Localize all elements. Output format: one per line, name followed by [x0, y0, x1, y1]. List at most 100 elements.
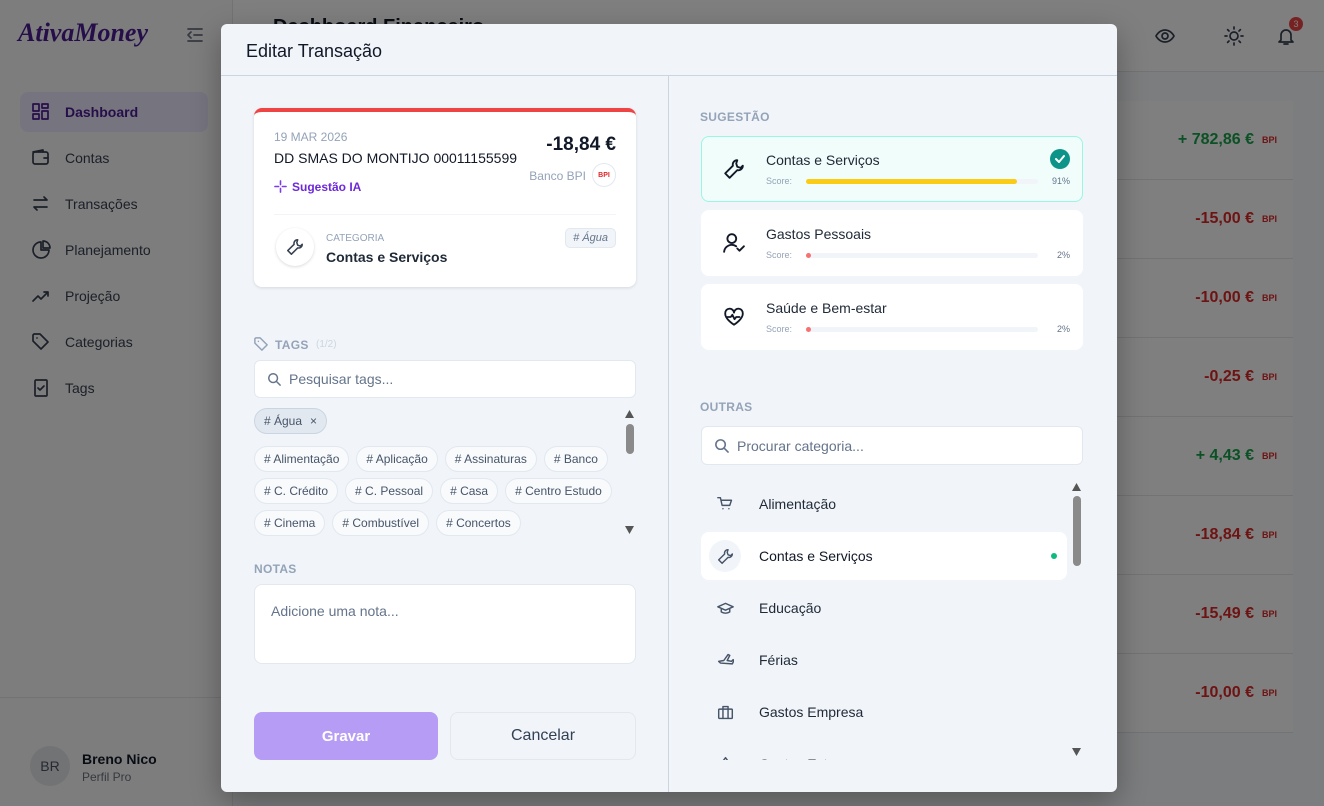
icon — [275, 380, 281, 386]
ai-label: Sugestão IA — [292, 180, 362, 194]
remove-tag[interactable]: × — [310, 414, 318, 428]
icon — [717, 707, 733, 719]
category-item[interactable]: Férias — [701, 636, 1067, 684]
notes-input[interactable]: Adicione uma nota... — [254, 584, 636, 664]
column-divider — [668, 76, 669, 792]
date: 19 MAR 2026 — [274, 130, 348, 144]
tags-search[interactable]: Pesquisar tags... — [254, 360, 636, 398]
tag-scrollbar — [623, 408, 636, 536]
score-track — [806, 253, 1038, 258]
icon — [723, 447, 729, 453]
icon — [721, 756, 729, 760]
suggestion-card[interactable]: Saúde e Bem-estar Score: 2% — [701, 284, 1083, 350]
icon — [1055, 155, 1065, 163]
modal-title: Editar Transação — [246, 41, 383, 61]
notes-title: NOTAS — [254, 562, 297, 576]
icon — [723, 243, 745, 253]
icon — [717, 548, 733, 564]
tag-option[interactable]: # Aplicação — [356, 446, 438, 472]
icon — [716, 496, 732, 509]
notes-placeholder: Adicione uma nota... — [271, 603, 399, 619]
tags-search-placeholder: Pesquisar tags... — [289, 371, 394, 387]
category-item[interactable]: Contas e Serviços — [701, 532, 1067, 580]
icon — [716, 496, 732, 509]
icon — [716, 602, 734, 614]
icon — [1055, 155, 1065, 163]
tags-icon — [254, 337, 268, 351]
suggestions-title: SUGESTÃO — [700, 110, 770, 124]
transaction-card: 19 MAR 2026 DD SMAS DO MONTIJO 000111555… — [254, 108, 636, 287]
tag-option[interactable]: # Banco — [543, 446, 608, 472]
category-search-placeholder: Procurar categoria... — [737, 437, 864, 454]
icon — [625, 526, 634, 534]
selected-dot — [1051, 553, 1057, 559]
icon — [715, 439, 727, 451]
category-list: Alimentação Contas e Serviços Educação F… — [221, 480, 1117, 760]
category-item[interactable]: Educação — [701, 584, 1067, 632]
card-divider — [274, 214, 616, 215]
tag-option[interactable]: # C. Pessoal — [345, 478, 434, 504]
score-bar — [806, 253, 811, 258]
box — [709, 644, 741, 676]
suggestion-name: Saúde e Bem-estar — [766, 300, 887, 316]
box — [709, 592, 741, 624]
score-track — [806, 179, 1038, 184]
bank-logo: BPI — [592, 163, 616, 187]
amount: -18,84 € — [546, 134, 616, 155]
tag-option[interactable]: # Assinaturas — [444, 446, 537, 472]
tag-option[interactable]: # Casa — [440, 478, 499, 504]
icon — [287, 239, 303, 255]
category-name: Contas e Serviços — [759, 548, 873, 564]
icon — [726, 233, 738, 244]
tag-option[interactable]: # Alimentação — [254, 446, 350, 472]
icon — [724, 159, 744, 179]
suggestion-card[interactable]: Gastos Pessoais Score: 2% — [701, 210, 1083, 276]
score-bar — [806, 327, 811, 332]
score-label: 91% — [1051, 176, 1070, 186]
selected-tag: # Água × — [254, 408, 328, 434]
category-item[interactable]: Gastos Empresa — [701, 688, 1067, 736]
ai-icon — [274, 180, 287, 193]
tag-option[interactable]: # C. Crédito — [254, 478, 339, 504]
category-item[interactable]: Alimentação — [701, 480, 1067, 528]
tag-option[interactable]: # Concertos — [436, 510, 521, 536]
score-label: 2% — [1056, 250, 1070, 260]
category-name: Educação — [759, 600, 822, 616]
category-scrollbar — [1070, 480, 1083, 760]
score-track — [806, 327, 1038, 332]
icon — [717, 705, 733, 719]
icon — [268, 373, 281, 386]
tag-list: # Água × # Alimentação # Aplicação # Assinat… — [254, 408, 624, 536]
save-button[interactable]: Gravar — [254, 712, 438, 760]
icon — [1072, 483, 1081, 491]
category-name: Gastos Empresa — [759, 704, 864, 720]
icon — [287, 239, 303, 255]
icon — [1072, 748, 1081, 756]
tag-option[interactable]: # Centro Estudo — [505, 478, 612, 504]
box — [709, 748, 741, 760]
selected-tag-label: # Água — [264, 414, 303, 428]
category-search[interactable]: Procurar categoria... — [701, 426, 1083, 465]
icon — [721, 705, 729, 719]
icon — [625, 410, 634, 418]
icon — [716, 602, 734, 614]
category-name: Férias — [759, 652, 798, 668]
description: DD SMAS DO MONTIJO 00011155599 — [274, 150, 518, 166]
score-caption: Score: — [766, 250, 793, 260]
tag-option[interactable]: # Cinema — [254, 510, 326, 536]
tag-badge: # Água — [565, 228, 616, 248]
score-label: 2% — [1056, 324, 1070, 334]
icon — [625, 526, 634, 534]
modal: Editar Transação 19 MAR 2026 DD SMAS DO … — [221, 24, 1117, 792]
box — [709, 696, 741, 728]
icon — [724, 307, 744, 326]
others-title: OUTRAS — [700, 400, 753, 414]
icon — [723, 233, 745, 253]
icon — [1072, 748, 1081, 756]
tag-option[interactable]: # Combustível — [332, 510, 430, 536]
category-item[interactable]: Gastos Extra — [701, 740, 1067, 760]
category-name: Alimentação — [759, 496, 837, 512]
cancel-button[interactable]: Cancelar — [450, 712, 636, 760]
suggestion-card[interactable]: Contas e Serviços Score: 91% — [701, 136, 1083, 202]
